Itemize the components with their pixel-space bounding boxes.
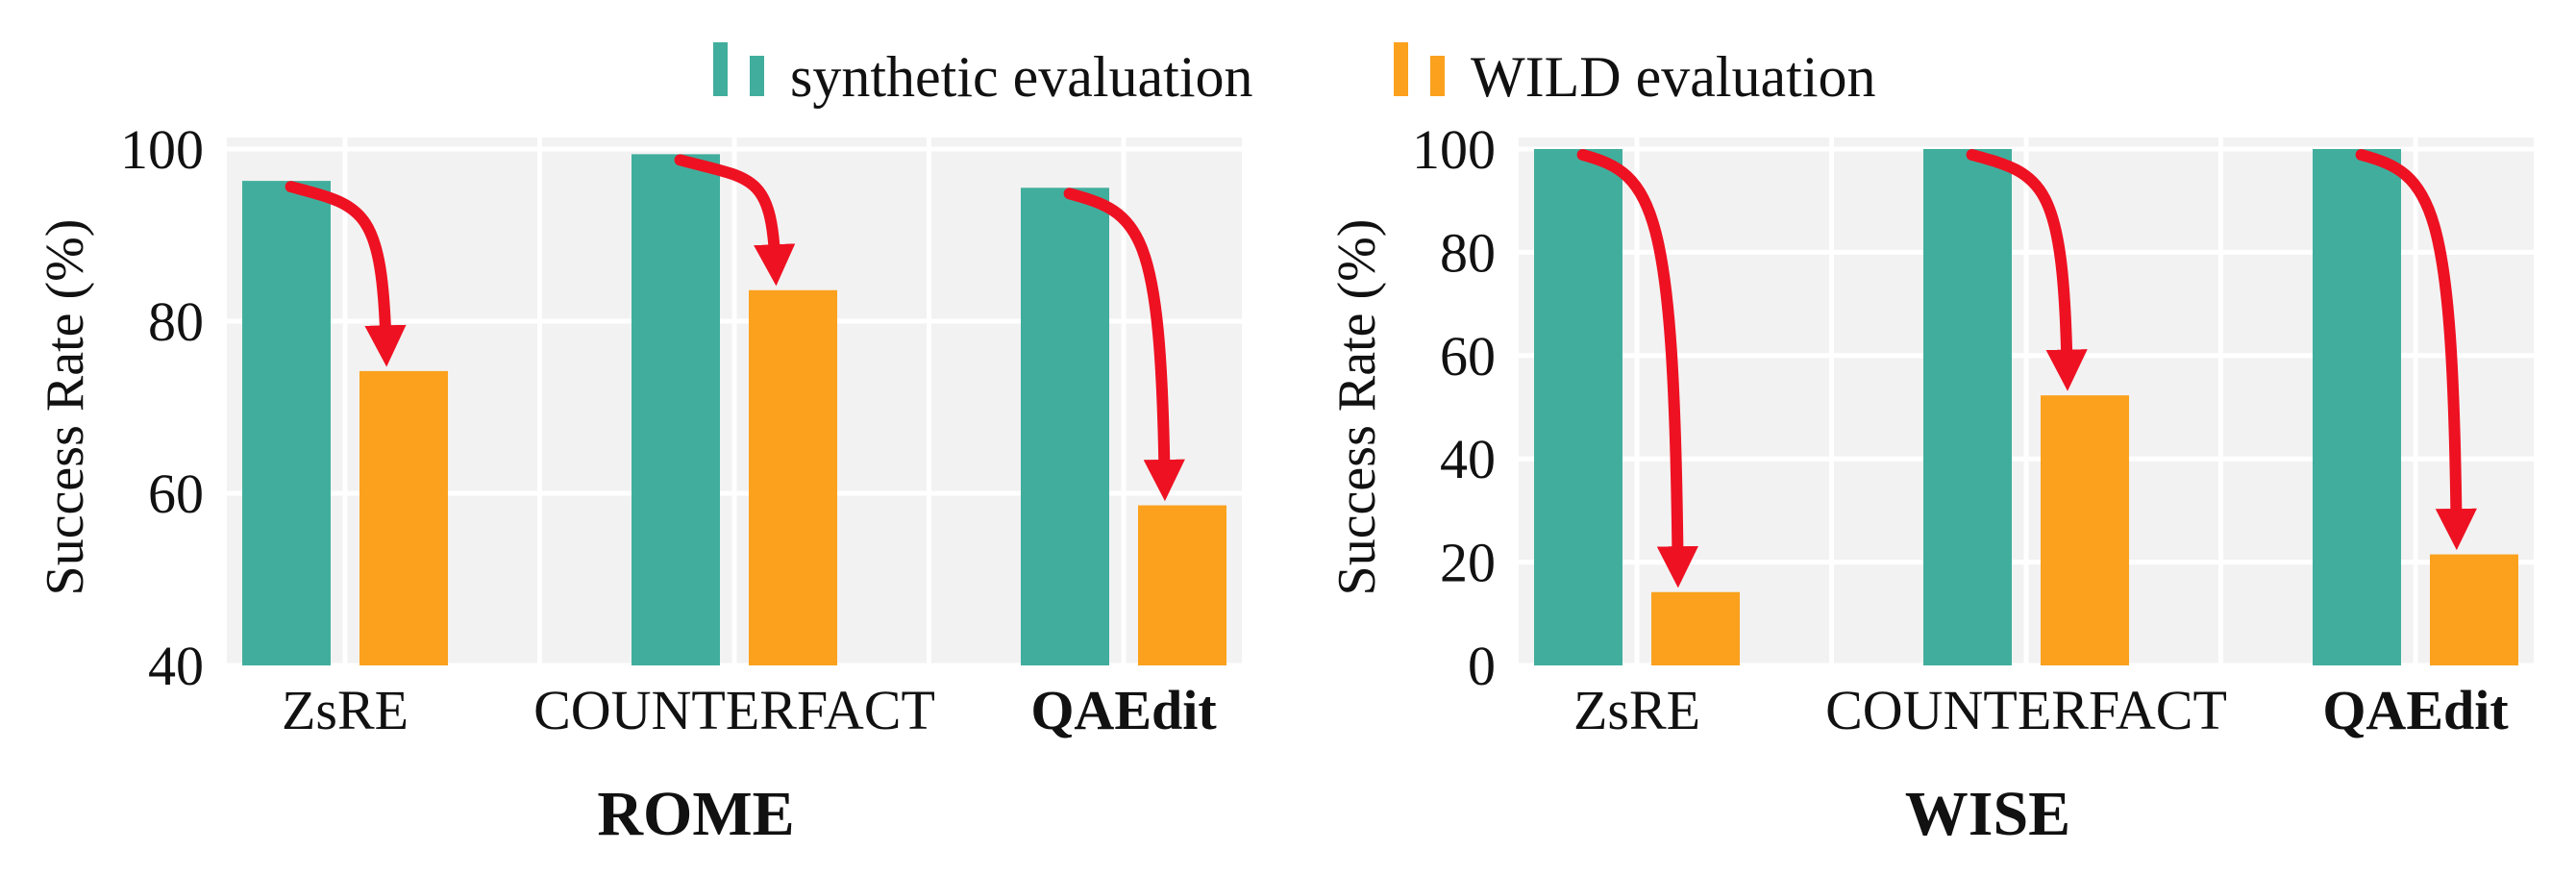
bar-wild-1 [1651,591,1740,665]
y-tick-label: 40 [1440,428,1496,490]
y-axis-label: Success Rate (%) [1327,219,1387,596]
chart-title: WISE [1905,779,2070,849]
y-tick-label: 20 [1440,532,1496,594]
legend-label-synthetic: synthetic evaluation [790,45,1253,109]
y-tick-label: 100 [1412,118,1496,181]
category-label-3: QAEdit [1030,679,1217,741]
bar-wild-1 [359,370,448,665]
legend-swatch-synthetic-1 [713,42,728,96]
bar-wild-2 [2041,395,2129,665]
legend-swatch-wild-1 [1394,42,1408,96]
chart-panel-rome: 40 60 80 100 Success Rate (%) ZsRE COUNTERFACT… [36,118,1242,849]
bar-wild-3 [2430,554,2518,665]
chart-panel-wise: 0 20 40 60 80 100 Success Rate (%) ZsRE COUNTERF… [1327,118,2534,849]
drop-arrow-3 [2355,149,2477,551]
legend-item-wild: WILD evaluation [1394,42,1876,109]
bar-synthetic-1 [1534,149,1622,665]
drop-arrow-1 [1576,149,1698,588]
drop-arrow-2 [674,154,796,287]
bar-synthetic-2 [1923,149,2012,665]
legend-swatch-synthetic-2 [750,56,764,96]
chart-title: ROME [597,779,794,849]
y-tick-label: 40 [148,635,204,697]
y-axis-label: Success Rate (%) [36,219,95,596]
bar-synthetic-3 [1021,188,1109,665]
y-tick-label: 80 [1440,221,1496,284]
legend: synthetic evaluation WILD evaluation [713,42,1876,109]
y-tick-label: 60 [1440,325,1496,388]
legend-swatch-wild-2 [1430,56,1445,96]
bar-wild-3 [1138,505,1226,665]
y-tick-label: 60 [148,463,204,525]
y-tick-label: 0 [1468,635,1496,697]
bar-wild-2 [749,289,837,665]
drop-arrow-3 [1063,188,1185,502]
drop-arrow-1 [285,181,407,367]
category-label-3: QAEdit [2322,679,2509,741]
category-label-1: ZsRE [282,679,409,741]
legend-item-synthetic: synthetic evaluation [713,42,1253,109]
bar-synthetic-2 [632,154,720,665]
bar-synthetic-1 [242,181,331,666]
drop-arrow-2 [1966,149,2088,391]
y-tick-label: 80 [148,290,204,353]
category-label-2: COUNTERFACT [533,679,935,741]
category-label-1: ZsRE [1573,679,1700,741]
legend-label-wild: WILD evaluation [1471,45,1876,109]
y-tick-label: 100 [120,118,204,181]
category-label-2: COUNTERFACT [1825,679,2227,741]
bar-synthetic-3 [2313,149,2401,665]
